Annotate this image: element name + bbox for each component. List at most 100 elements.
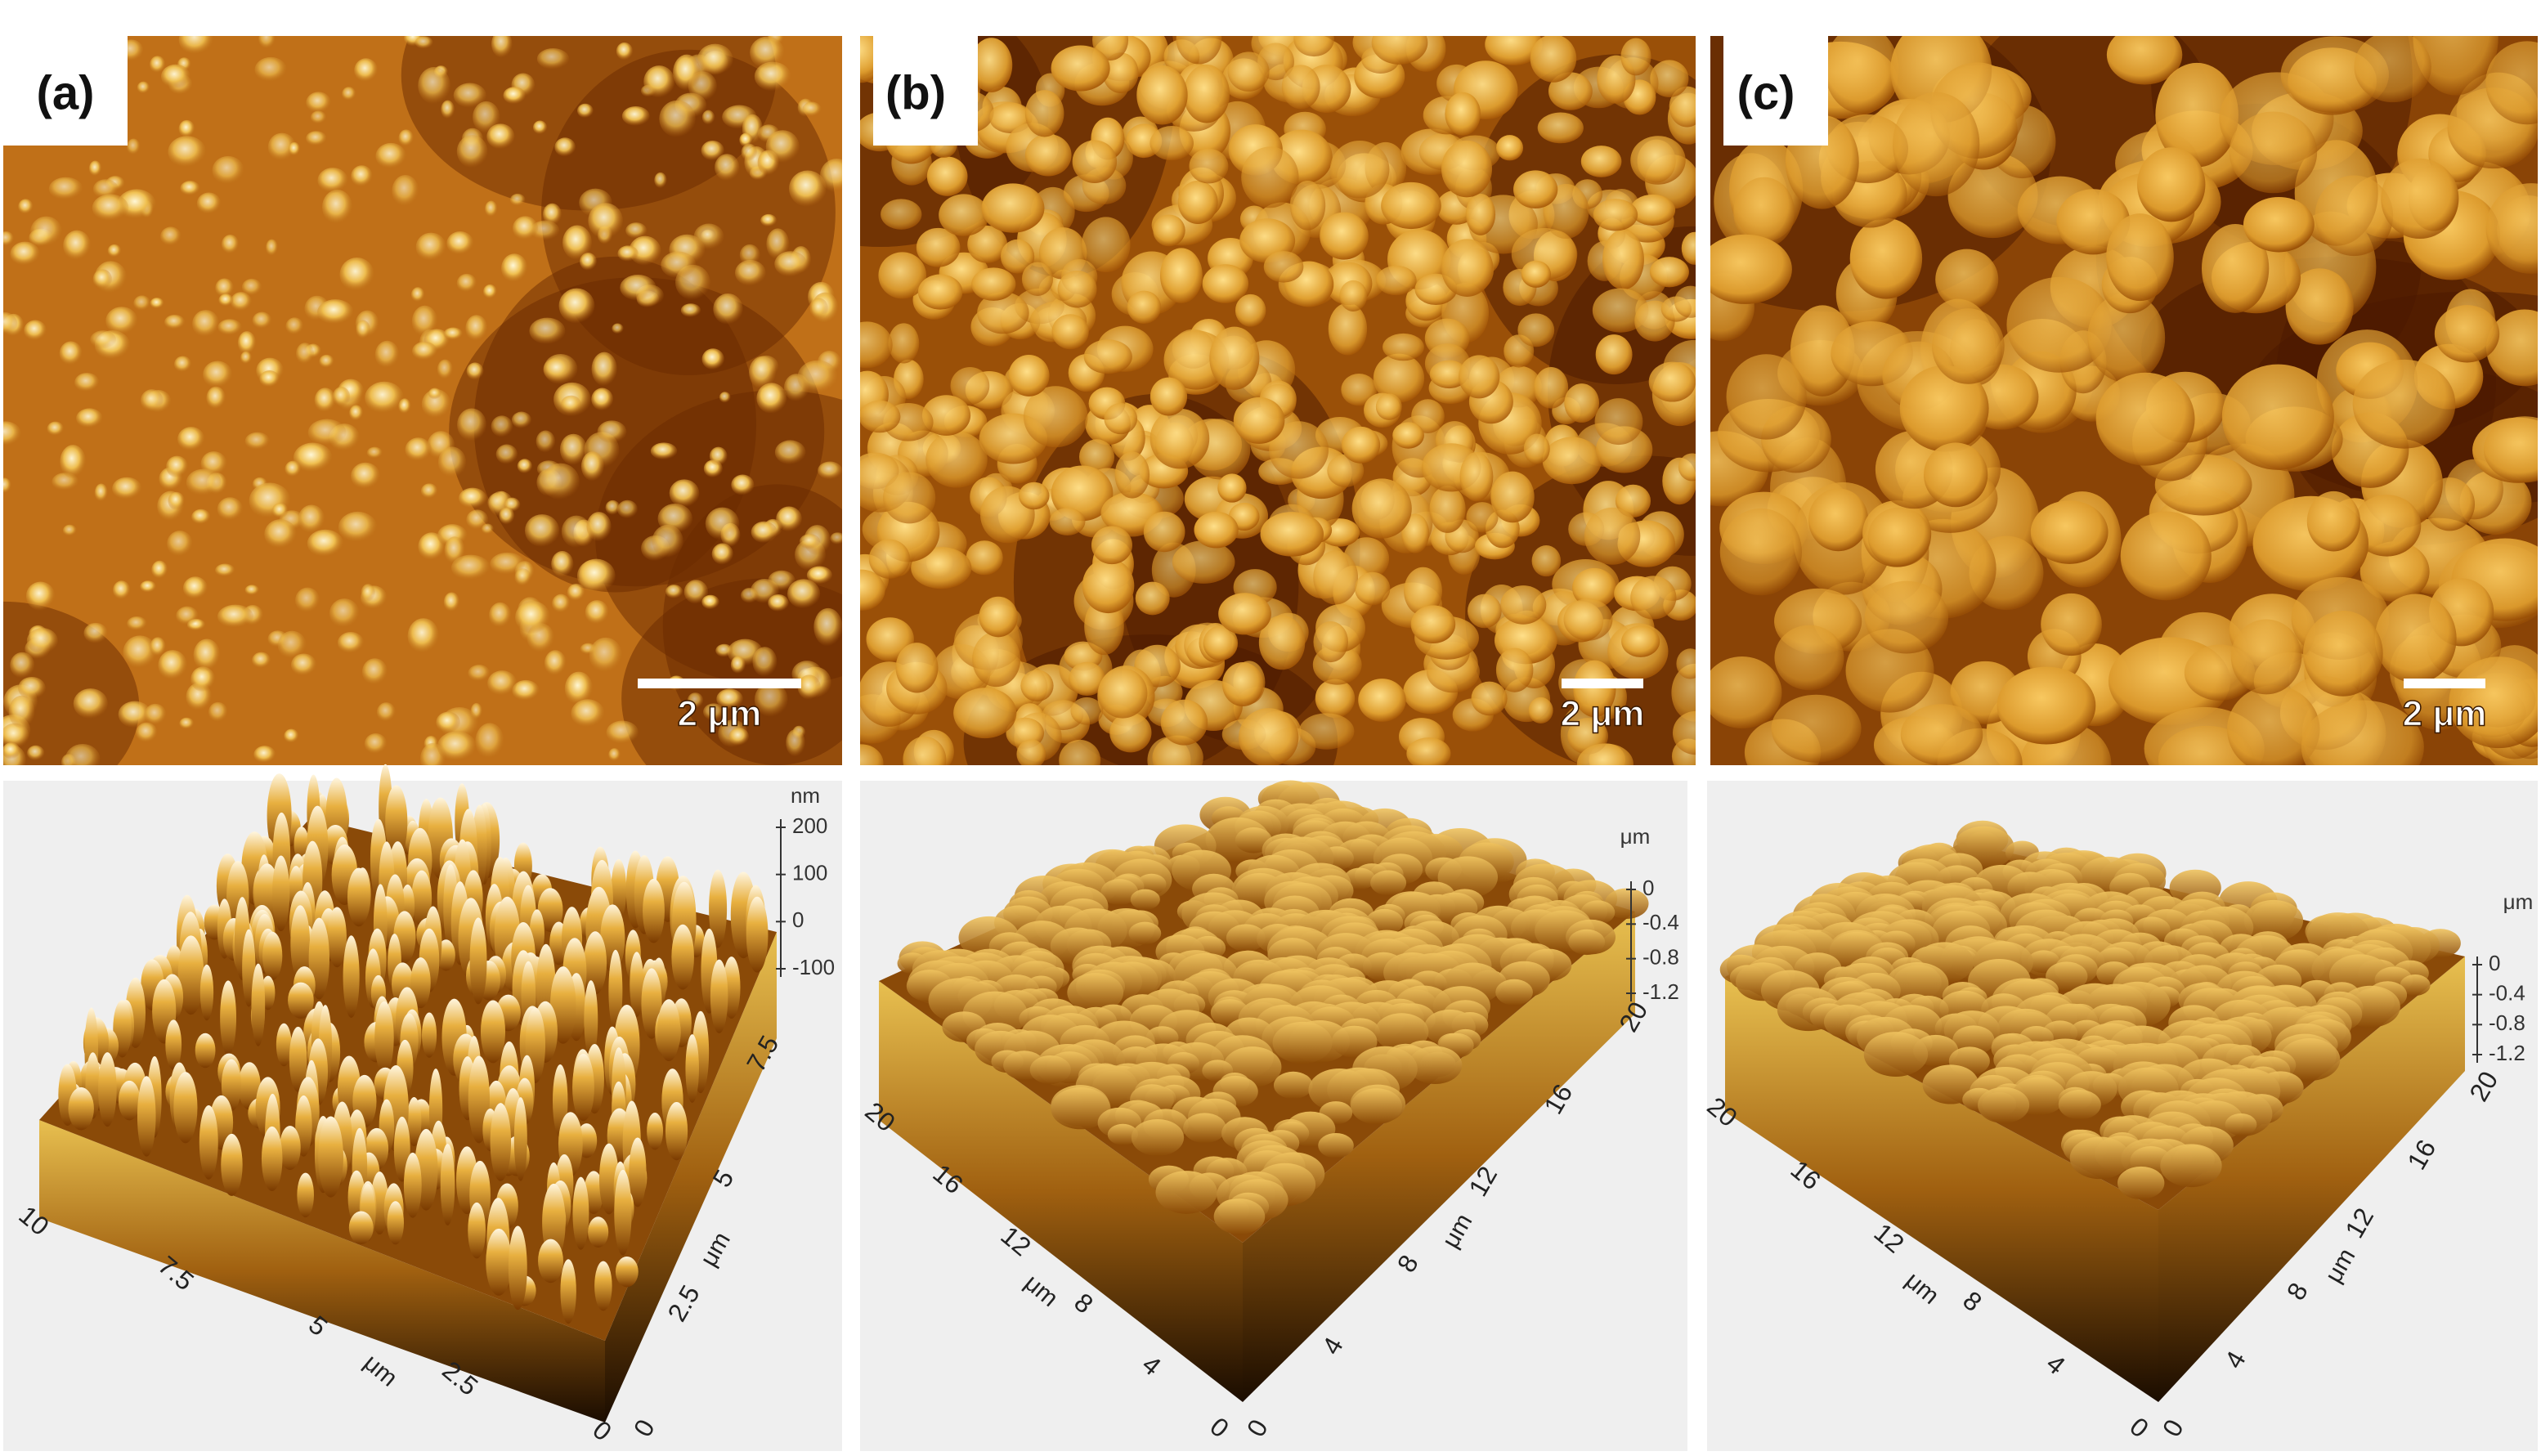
grain (1024, 90, 1064, 137)
grain (1648, 361, 1696, 402)
grain (230, 292, 252, 312)
grain (1459, 355, 1500, 399)
grain (1020, 670, 1054, 702)
side-face (1243, 912, 1635, 1402)
grain (266, 239, 279, 257)
grain (1051, 314, 1089, 350)
grain (1542, 437, 1602, 485)
spike (572, 1176, 589, 1250)
grain-bump (2400, 974, 2431, 996)
grain (1537, 112, 1584, 144)
grain (551, 550, 574, 577)
spike (629, 1137, 647, 1207)
grain (1328, 302, 1368, 356)
grain (407, 618, 440, 654)
grain (252, 311, 272, 329)
grain (776, 506, 802, 532)
grain (560, 395, 582, 414)
grain (734, 259, 766, 286)
grain (2120, 511, 2212, 601)
grain (1580, 146, 1622, 177)
grain (1143, 511, 1185, 553)
grain (354, 58, 379, 83)
grain (489, 602, 512, 629)
spike (468, 1202, 486, 1259)
grain (1341, 374, 1378, 406)
grain (2201, 224, 2270, 313)
spike (410, 957, 431, 1009)
grain (294, 442, 333, 473)
grain (186, 468, 222, 497)
grain (1528, 697, 1553, 724)
spike (177, 935, 204, 1015)
grain (1177, 180, 1218, 225)
grain (652, 524, 683, 558)
grain (2030, 500, 2109, 564)
grain (2006, 276, 2112, 373)
grain (530, 220, 560, 241)
grain (113, 580, 131, 600)
grain (1630, 576, 1677, 620)
grain (206, 386, 226, 410)
grain-bump (1351, 1088, 1402, 1125)
grain-bump (2160, 1144, 2222, 1188)
spike (710, 959, 728, 1033)
spike (289, 1026, 307, 1092)
grain (1733, 177, 1795, 248)
grain (457, 408, 486, 441)
grain (760, 213, 777, 227)
grain (562, 225, 592, 260)
spike (261, 1126, 283, 1191)
grain-bump (2046, 961, 2088, 992)
grain (2360, 541, 2430, 603)
grain (166, 455, 189, 478)
grain (701, 140, 724, 161)
grain (687, 692, 704, 709)
grain (337, 632, 365, 654)
grain (437, 359, 454, 380)
grain (1584, 507, 1641, 565)
grain (576, 558, 616, 594)
grain (444, 536, 465, 565)
grain (298, 504, 325, 534)
scale-label: 2 μm (2403, 694, 2487, 734)
grain (2352, 495, 2422, 557)
grain (1258, 615, 1306, 670)
grain (1263, 251, 1304, 283)
grain (160, 64, 190, 89)
side-face (879, 981, 1243, 1402)
grain (1445, 92, 1481, 136)
grain (361, 584, 375, 603)
grain (585, 600, 609, 625)
spike (118, 1080, 141, 1121)
grain (288, 141, 301, 156)
grain (1082, 217, 1131, 273)
grain (127, 616, 147, 631)
grain (1194, 511, 1239, 549)
grain (926, 156, 968, 196)
grain (1351, 478, 1412, 539)
spike (411, 870, 432, 926)
grain (1676, 648, 1696, 679)
grain (1649, 257, 1689, 288)
grain (2230, 619, 2302, 695)
spike (98, 1052, 117, 1127)
grain (643, 65, 675, 98)
grain (1358, 679, 1406, 722)
grain (1217, 473, 1247, 503)
grain (491, 415, 513, 437)
spike (538, 1239, 563, 1284)
grain (571, 699, 605, 728)
grain (349, 405, 364, 422)
grain (1672, 710, 1696, 755)
grain (366, 446, 383, 459)
grain (1202, 264, 1249, 303)
grain-bump (1318, 1132, 1354, 1158)
grain (443, 592, 460, 612)
grain (1329, 141, 1390, 199)
grain (820, 159, 842, 193)
grain (1289, 181, 1326, 231)
grain (1441, 239, 1494, 297)
grain (1726, 354, 1807, 440)
